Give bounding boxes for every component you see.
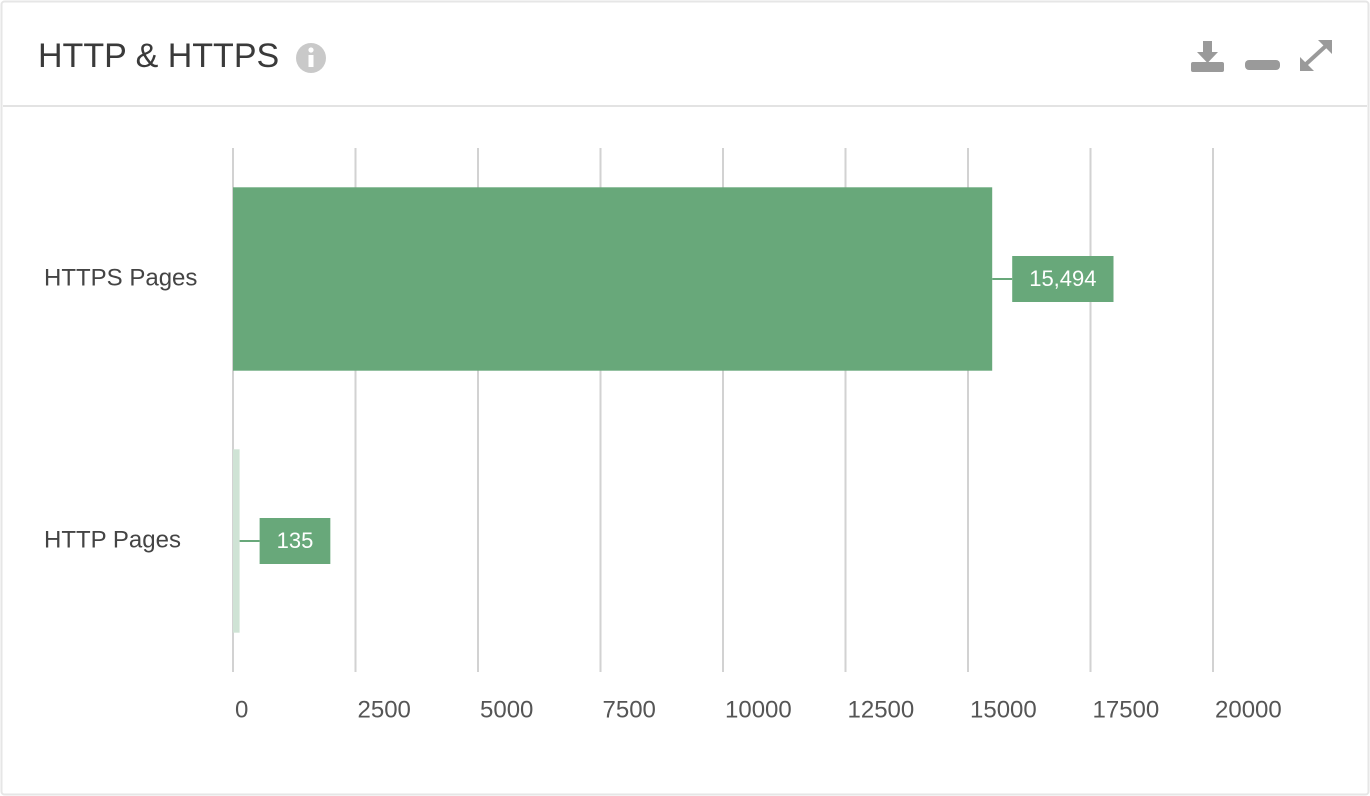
category-label: HTTP Pages: [44, 526, 181, 553]
x-tick-label: 2500: [358, 696, 411, 723]
bar: [233, 449, 240, 633]
minimize-icon[interactable]: [1245, 60, 1280, 70]
chart-title: HTTP & HTTPS: [38, 37, 279, 75]
info-icon[interactable]: [296, 43, 326, 73]
x-tick-label: 12500: [848, 696, 915, 723]
x-tick-label: 7500: [603, 696, 656, 723]
x-tick-label: 17500: [1093, 696, 1160, 723]
category-label: HTTPS Pages: [44, 264, 197, 291]
download-icon[interactable]: [1191, 41, 1224, 72]
value-label: 135: [277, 528, 314, 553]
x-tick-label: 20000: [1215, 696, 1282, 723]
value-label-box: [1012, 256, 1114, 302]
x-tick-label: 15000: [970, 696, 1037, 723]
expand-icon[interactable]: [1300, 40, 1332, 71]
x-tick-label: 0: [235, 696, 248, 723]
x-tick-label: 10000: [725, 696, 792, 723]
value-label: 15,494: [1029, 266, 1096, 291]
value-label-box: [259, 518, 331, 564]
bar: [233, 187, 993, 371]
x-tick-label: 5000: [480, 696, 533, 723]
